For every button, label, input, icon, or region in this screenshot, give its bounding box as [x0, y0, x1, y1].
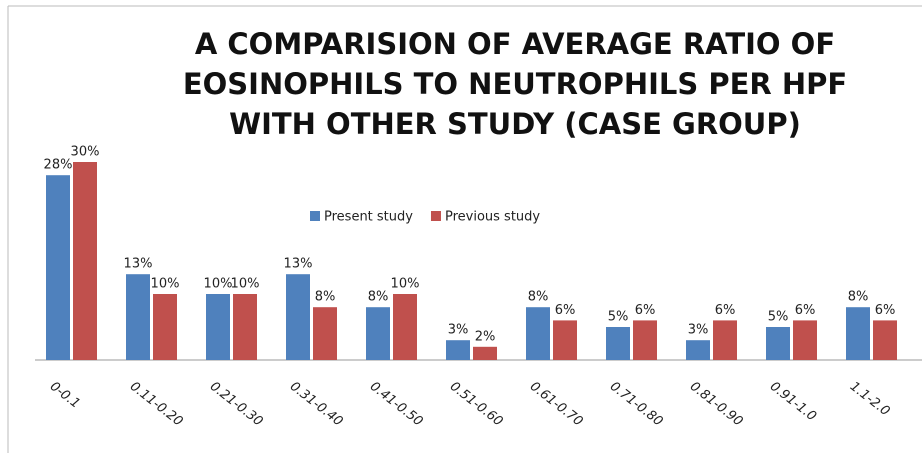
bar: [366, 307, 390, 360]
bar: [633, 320, 657, 360]
data-label: 6%: [635, 303, 656, 318]
data-label: 10%: [204, 277, 233, 292]
x-tick-label: 0.41-0.50: [367, 379, 426, 429]
chart-title: WITH OTHER STUDY (CASE GROUP): [229, 107, 801, 141]
bar: [526, 307, 550, 360]
bar: [846, 307, 870, 360]
data-label: 8%: [315, 290, 336, 305]
bar: [393, 294, 417, 360]
bar: [713, 320, 737, 360]
legend-swatch: [430, 211, 441, 221]
bar: [473, 346, 497, 360]
data-label: 13%: [284, 257, 313, 272]
chart-title: EOSINOPHILS TO NEUTROPHILS PER HPF: [183, 67, 847, 101]
x-tick-label: 1.1-2.0: [847, 379, 893, 419]
bar: [126, 274, 150, 360]
bar: [873, 320, 897, 360]
bar: [73, 162, 97, 360]
bar: [766, 327, 790, 360]
bar: [793, 320, 817, 360]
data-label: 6%: [555, 303, 576, 318]
bar: [153, 294, 177, 360]
x-tick-label: 0.71-0.80: [607, 379, 666, 429]
data-label: 6%: [715, 303, 736, 318]
data-label: 5%: [608, 310, 629, 325]
data-label: 13%: [124, 257, 153, 272]
data-label: 2%: [475, 329, 496, 344]
data-label: 30%: [71, 145, 100, 160]
bar: [686, 340, 710, 360]
data-label: 10%: [151, 277, 180, 292]
x-tick-label: 0.91-1.0: [767, 379, 819, 424]
data-label: 8%: [528, 290, 549, 305]
x-tick-label: 0.21-0.30: [207, 379, 266, 429]
x-tick-label: 0.31-0.40: [287, 379, 346, 429]
data-label: 10%: [231, 277, 260, 292]
data-label: 3%: [448, 323, 469, 338]
data-label: 6%: [875, 303, 896, 318]
data-label: 10%: [391, 277, 420, 292]
data-label: 5%: [768, 310, 789, 325]
bar: [553, 320, 577, 360]
bar: [446, 340, 470, 360]
x-tick-label: 0.61-0.70: [527, 379, 586, 429]
x-tick-label: 0.51-0.60: [447, 379, 506, 429]
legend-swatch: [310, 211, 320, 221]
bar: [206, 294, 230, 360]
bar: [46, 175, 70, 360]
x-tick-label: 0.81-0.90: [687, 379, 746, 429]
data-label: 3%: [688, 323, 709, 338]
bar: [606, 327, 630, 360]
data-label: 6%: [795, 303, 816, 318]
chart-title: A COMPARISION OF AVERAGE RATIO OF: [195, 27, 835, 61]
data-label: 28%: [44, 158, 73, 173]
bar: [313, 307, 337, 360]
x-tick-label: 0-0.1: [47, 379, 83, 412]
legend-label: Previous study: [445, 210, 540, 225]
legend-label: Present study: [324, 210, 413, 225]
data-label: 8%: [848, 290, 869, 305]
data-label: 8%: [368, 290, 389, 305]
bar: [286, 274, 310, 360]
x-tick-label: 0.11-0.20: [127, 379, 186, 429]
bar: [233, 294, 257, 360]
